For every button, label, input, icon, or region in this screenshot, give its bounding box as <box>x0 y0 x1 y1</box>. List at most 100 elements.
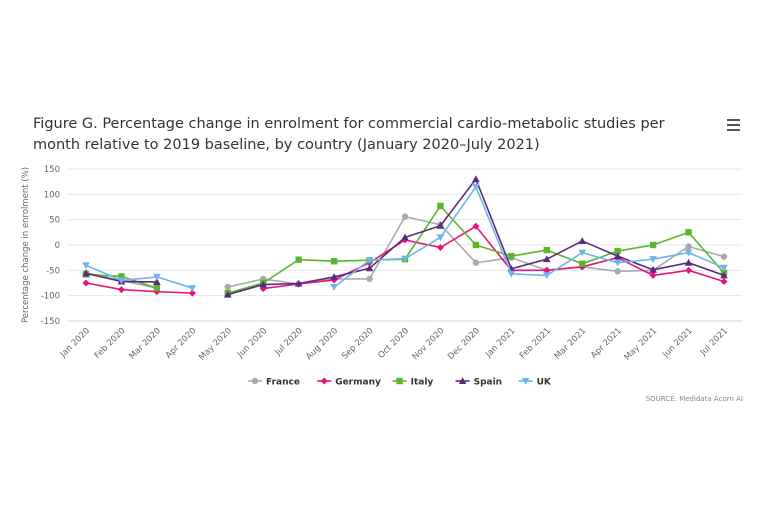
x-tick-label: Apr 2021 <box>589 326 624 361</box>
x-tick-label: Apr 2020 <box>164 326 199 361</box>
legend-marker[interactable] <box>396 377 403 385</box>
legend-marker[interactable] <box>320 377 328 385</box>
data-point[interactable] <box>472 241 480 249</box>
x-tick-label: Dec 2020 <box>446 326 482 362</box>
y-axis-label: Percentage change in enrolment (%) <box>21 167 31 323</box>
data-point[interactable] <box>649 256 657 263</box>
data-point[interactable] <box>153 273 161 281</box>
data-point[interactable] <box>295 256 302 263</box>
data-point[interactable] <box>649 271 657 279</box>
data-point[interactable] <box>82 262 90 270</box>
legend-marker[interactable] <box>521 378 530 385</box>
data-point[interactable] <box>614 268 621 275</box>
series-line <box>85 185 725 289</box>
data-point[interactable] <box>543 246 550 254</box>
data-point[interactable] <box>118 273 125 280</box>
data-point[interactable] <box>613 252 622 260</box>
legend-label: France <box>266 378 300 388</box>
data-point[interactable] <box>330 284 338 291</box>
data-point[interactable] <box>223 290 232 298</box>
data-point[interactable] <box>472 259 480 266</box>
x-tick-label: Aug 2020 <box>304 326 340 362</box>
legend-item-france[interactable]: France <box>248 378 300 388</box>
x-tick-label: Jul 2021 <box>698 326 730 358</box>
series-uk <box>82 183 728 292</box>
data-point[interactable] <box>188 285 197 292</box>
data-point[interactable] <box>685 243 692 250</box>
data-point[interactable] <box>82 279 90 287</box>
data-point[interactable] <box>472 183 480 191</box>
series-line <box>85 215 725 289</box>
data-point[interactable] <box>330 273 338 280</box>
x-tick-label: Jan 2021 <box>483 326 517 360</box>
data-point[interactable] <box>684 249 693 257</box>
data-point[interactable] <box>685 266 693 274</box>
data-point[interactable] <box>153 284 161 292</box>
data-point[interactable] <box>685 229 692 236</box>
x-tick-label: Jun 2021 <box>660 326 694 360</box>
data-point[interactable] <box>542 272 551 280</box>
data-point[interactable] <box>578 249 587 257</box>
data-point[interactable] <box>117 286 125 294</box>
data-point[interactable] <box>401 233 409 241</box>
data-point[interactable] <box>720 277 728 285</box>
data-point[interactable] <box>366 275 373 283</box>
x-tick-label: Jun 2020 <box>235 326 269 360</box>
x-tick-label: Feb 2021 <box>518 326 553 361</box>
data-point[interactable] <box>472 222 480 230</box>
data-point[interactable] <box>188 289 196 297</box>
data-point[interactable] <box>82 269 90 277</box>
legend-item-italy[interactable]: Italy <box>392 377 434 388</box>
data-point[interactable] <box>153 278 161 285</box>
legend-marker[interactable] <box>458 377 467 384</box>
y-tick-label: -100 <box>41 292 60 302</box>
legend-marker[interactable] <box>251 377 259 385</box>
data-point[interactable] <box>542 255 551 263</box>
data-point[interactable] <box>720 253 728 260</box>
legend-label: Spain <box>474 378 503 388</box>
data-point[interactable] <box>294 279 303 287</box>
data-point[interactable] <box>508 252 515 260</box>
data-point[interactable] <box>436 244 444 252</box>
series-spain <box>82 175 728 298</box>
data-point[interactable] <box>649 241 657 249</box>
series-france <box>82 213 728 292</box>
hamburger-menu-icon[interactable] <box>727 119 740 134</box>
series-line <box>85 225 725 294</box>
x-tick-label: Nov 2020 <box>411 326 447 362</box>
data-point[interactable] <box>224 283 231 291</box>
legend-item-uk[interactable]: UK <box>518 378 552 388</box>
data-point[interactable] <box>437 202 444 210</box>
data-point[interactable] <box>117 277 126 285</box>
data-point[interactable] <box>684 258 693 266</box>
y-tick-label: 100 <box>44 190 60 200</box>
legend-item-spain[interactable]: Spain <box>455 377 503 388</box>
x-tick-label: Jan 2020 <box>58 326 92 360</box>
data-point[interactable] <box>330 258 338 265</box>
data-point[interactable] <box>401 255 409 263</box>
data-point[interactable] <box>543 266 551 274</box>
data-point[interactable] <box>720 264 728 272</box>
legend-item-germany[interactable]: Germany <box>317 377 381 388</box>
data-point[interactable] <box>720 271 728 279</box>
data-point[interactable] <box>649 266 657 273</box>
x-tick-label: Mar 2021 <box>553 326 589 362</box>
data-point[interactable] <box>613 259 622 267</box>
x-tick-label: Feb 2020 <box>93 326 128 361</box>
data-point[interactable] <box>614 247 621 255</box>
data-point[interactable] <box>436 221 445 229</box>
data-point[interactable] <box>401 213 409 220</box>
data-point[interactable] <box>436 234 445 242</box>
data-point[interactable] <box>472 175 480 183</box>
source-note: SOURCE: Medidata Acorn AI <box>645 395 743 403</box>
data-point[interactable] <box>578 237 587 244</box>
data-point[interactable] <box>365 257 374 264</box>
data-point[interactable] <box>259 280 268 288</box>
y-tick-label: -150 <box>41 317 60 327</box>
data-point[interactable] <box>579 260 586 267</box>
data-point[interactable] <box>507 270 516 278</box>
data-point[interactable] <box>365 264 374 272</box>
legend-label: Italy <box>411 378 434 388</box>
x-tick-label: May 2021 <box>623 326 660 363</box>
